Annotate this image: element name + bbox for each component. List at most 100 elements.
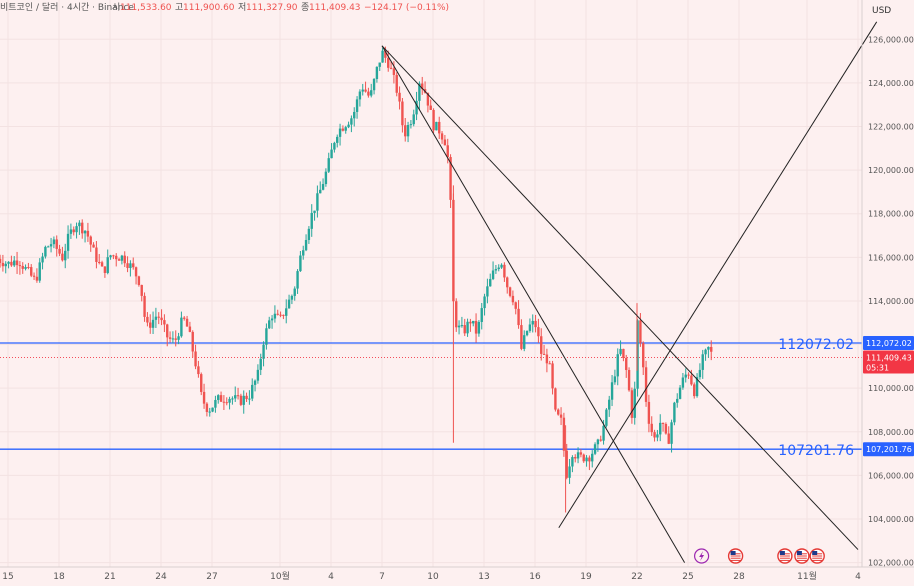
us-flag-icon[interactable] [809, 548, 825, 564]
candle-body [486, 286, 489, 297]
candle-body [200, 374, 203, 392]
candle-body [30, 267, 33, 276]
us-flag-icon[interactable] [794, 548, 810, 564]
candle-body [137, 276, 141, 285]
candle-body [695, 377, 699, 397]
candle-body [222, 401, 226, 403]
candle-body [387, 57, 390, 68]
candle-body [350, 118, 353, 125]
candle-body [608, 399, 611, 410]
candle-body [591, 453, 594, 462]
candle-body [81, 222, 84, 234]
candle-body [149, 322, 152, 328]
candle-body [132, 263, 135, 268]
symbol-title: 비트코인 / 달러 · 4시간 · Binance [0, 1, 134, 13]
candle-body [653, 432, 656, 438]
price-tick-label: 102,000.00 [868, 559, 914, 568]
candle-body [276, 313, 279, 315]
candle-body [234, 395, 237, 399]
candle-body [571, 457, 574, 467]
candle-body [619, 348, 622, 355]
flag-icon-canton [796, 551, 802, 555]
candle-body [217, 395, 220, 400]
candle-body [358, 91, 362, 100]
trendline[interactable] [381, 45, 859, 550]
candle-body [78, 222, 81, 227]
ohlc-open-value: 111,533.60 [120, 3, 172, 13]
candle-body [525, 330, 529, 336]
ohlc-high-value: 111,900.60 [183, 3, 235, 13]
candle-body [47, 246, 50, 248]
price-label-badge [863, 335, 914, 350]
lightning-icon-bolt [699, 551, 705, 561]
candle-body [466, 321, 469, 334]
candle-body [15, 260, 19, 266]
candle-body [593, 444, 597, 454]
candle-body [443, 139, 447, 146]
candle-body [523, 335, 526, 349]
candle-body [98, 261, 101, 263]
candle-body [707, 346, 710, 350]
candle-body [602, 425, 605, 441]
candle-body [248, 398, 251, 400]
candle-body [381, 50, 384, 63]
candle-body [491, 270, 495, 280]
candle-body [421, 83, 424, 90]
candle-body [231, 398, 234, 400]
candle-body [565, 450, 568, 478]
candle-body [574, 457, 577, 459]
trendlines[interactable] [381, 21, 878, 563]
candle-body [236, 395, 240, 397]
candle-body [472, 320, 475, 324]
candle-body [625, 358, 628, 371]
time-tick-label: 10 [427, 572, 439, 582]
candle-body [500, 264, 503, 268]
candle-body [557, 409, 560, 415]
candle-body [568, 466, 571, 478]
us-flag-icon[interactable] [777, 548, 793, 564]
price-tick-label: 114,000.00 [868, 297, 914, 306]
candle-body [710, 346, 713, 352]
ohlc-close-label: 종 [301, 2, 309, 13]
candle-body [455, 301, 458, 328]
price-label-value: 112,072.02 [866, 339, 912, 348]
time-axis[interactable]: 15 18 21 24 27 10월 4 7 10 13 16 19 22 25 28 11월 4 [2, 570, 861, 582]
candle-body [630, 390, 634, 418]
candle-body [134, 267, 138, 277]
candle-body [151, 319, 155, 328]
horizontal-lines[interactable]: 112072.02 107201.76 [0, 337, 862, 459]
trendline[interactable] [558, 21, 878, 529]
horizontal-line-label: 107201.76 [778, 443, 854, 459]
candle-body [480, 308, 483, 322]
time-tick-label: 4 [855, 572, 861, 582]
candle-body [622, 348, 625, 359]
candle-body [194, 351, 197, 367]
candle-body [404, 125, 407, 137]
candle-body [7, 261, 10, 264]
currency-label[interactable]: USD [872, 6, 891, 16]
candle-body [302, 250, 305, 256]
time-tick-label: 4 [328, 572, 334, 582]
us-flag-icon[interactable] [727, 548, 744, 564]
candle-body [489, 279, 492, 287]
candle-body [10, 261, 13, 266]
event-markers[interactable] [693, 548, 825, 564]
candle-body [330, 149, 333, 159]
price-tick-label: 122,000.00 [868, 122, 914, 131]
candle-body [154, 316, 158, 320]
candle-body [333, 142, 336, 150]
candle-body [21, 265, 24, 269]
candle-body [693, 384, 696, 397]
candle-body [449, 157, 452, 200]
time-tick-label: 7 [379, 572, 385, 582]
candle-body [205, 403, 209, 412]
candle-body [364, 89, 367, 92]
candle-body [262, 344, 265, 359]
candle-body [661, 422, 665, 424]
candle-body [66, 233, 70, 251]
trendline[interactable] [381, 45, 686, 563]
lightning-icon[interactable] [693, 548, 710, 564]
price-tick-label: 110,000.00 [868, 384, 914, 393]
